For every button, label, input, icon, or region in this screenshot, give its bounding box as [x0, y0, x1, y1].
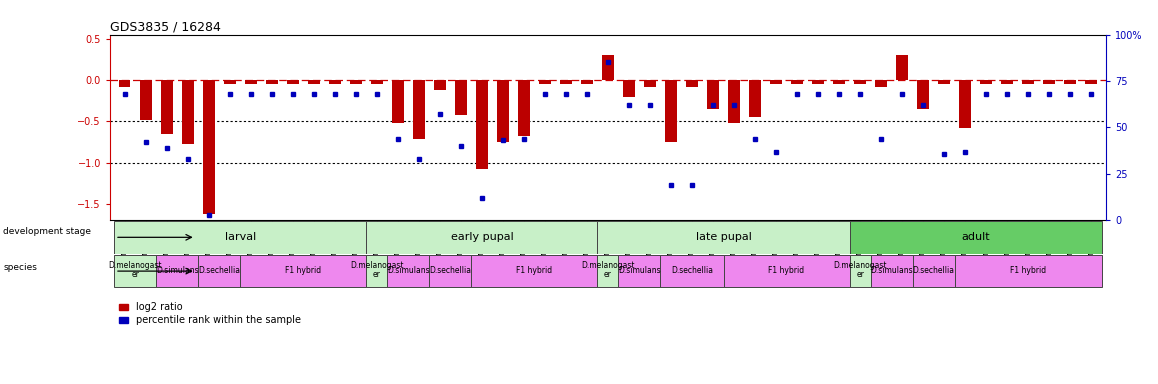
FancyBboxPatch shape [198, 255, 240, 287]
Text: D.sechellia: D.sechellia [670, 266, 713, 275]
FancyBboxPatch shape [471, 255, 598, 287]
Bar [791, 80, 802, 84]
Bar [834, 80, 845, 84]
Bar [245, 80, 257, 84]
Text: early pupal: early pupal [450, 232, 513, 242]
Bar [413, 80, 425, 139]
Text: D.melanogast
er: D.melanogast er [350, 262, 404, 280]
Bar [770, 80, 782, 84]
FancyBboxPatch shape [618, 255, 660, 287]
Legend: log2 ratio, percentile rank within the sample: log2 ratio, percentile rank within the s… [115, 298, 306, 329]
Bar [623, 80, 635, 96]
FancyBboxPatch shape [913, 255, 954, 287]
Bar [119, 80, 131, 87]
FancyBboxPatch shape [954, 255, 1101, 287]
FancyBboxPatch shape [240, 255, 366, 287]
Bar [917, 80, 929, 109]
Text: D.simulans: D.simulans [387, 266, 430, 275]
Bar [938, 80, 950, 84]
Text: F1 hybrid: F1 hybrid [1010, 266, 1046, 275]
Bar [140, 80, 152, 120]
Bar [371, 80, 382, 84]
FancyBboxPatch shape [366, 255, 387, 287]
Text: GDS3835 / 16284: GDS3835 / 16284 [110, 20, 221, 33]
Bar [560, 80, 572, 84]
FancyBboxPatch shape [115, 255, 156, 287]
FancyBboxPatch shape [598, 221, 850, 253]
Bar [896, 55, 908, 80]
Bar [959, 80, 970, 128]
Text: F1 hybrid: F1 hybrid [769, 266, 805, 275]
Bar [161, 80, 173, 134]
FancyBboxPatch shape [387, 255, 430, 287]
Text: F1 hybrid: F1 hybrid [285, 266, 322, 275]
Text: D.melanogast
er: D.melanogast er [109, 262, 162, 280]
Bar [855, 80, 866, 84]
FancyBboxPatch shape [598, 255, 618, 287]
Bar [728, 80, 740, 123]
Bar [581, 80, 593, 84]
FancyBboxPatch shape [366, 221, 598, 253]
Text: adult: adult [961, 232, 990, 242]
Text: late pupal: late pupal [696, 232, 752, 242]
Bar [455, 80, 467, 115]
Bar [981, 80, 992, 84]
Bar [308, 80, 320, 84]
Text: D.simulans: D.simulans [618, 266, 661, 275]
Bar [602, 55, 614, 80]
Bar [476, 80, 488, 169]
Bar [1023, 80, 1034, 84]
Text: development stage: development stage [3, 227, 91, 236]
Bar [812, 80, 823, 84]
Bar [708, 80, 719, 109]
FancyBboxPatch shape [430, 255, 471, 287]
Bar [1043, 80, 1055, 84]
Bar [644, 80, 655, 87]
FancyBboxPatch shape [871, 255, 913, 287]
Bar [329, 80, 340, 84]
Bar [687, 80, 698, 87]
Text: D.sechellia: D.sechellia [913, 266, 954, 275]
Text: F1 hybrid: F1 hybrid [516, 266, 552, 275]
Bar [665, 80, 676, 142]
Text: D.simulans: D.simulans [156, 266, 198, 275]
Text: D.sechellia: D.sechellia [198, 266, 240, 275]
FancyBboxPatch shape [850, 255, 871, 287]
Bar [350, 80, 361, 84]
Text: D.sechellia: D.sechellia [430, 266, 471, 275]
Bar [434, 80, 446, 90]
Text: species: species [3, 263, 37, 272]
Text: D.melanogast
er: D.melanogast er [834, 262, 887, 280]
FancyBboxPatch shape [115, 221, 366, 253]
Bar [1002, 80, 1013, 84]
FancyBboxPatch shape [724, 255, 850, 287]
Bar [393, 80, 404, 123]
Bar [497, 80, 508, 142]
Text: D.simulans: D.simulans [871, 266, 913, 275]
Bar [875, 80, 887, 87]
Bar [223, 80, 235, 84]
Bar [1064, 80, 1076, 84]
Bar [540, 80, 551, 84]
Bar [203, 80, 214, 214]
FancyBboxPatch shape [156, 255, 198, 287]
FancyBboxPatch shape [660, 255, 724, 287]
Text: D.melanogast
er: D.melanogast er [581, 262, 635, 280]
Bar [287, 80, 299, 84]
FancyBboxPatch shape [850, 221, 1101, 253]
Bar [749, 80, 761, 117]
Bar [518, 80, 529, 136]
Bar [1085, 80, 1097, 84]
Bar [182, 80, 193, 144]
Text: larval: larval [225, 232, 256, 242]
Bar [266, 80, 278, 84]
